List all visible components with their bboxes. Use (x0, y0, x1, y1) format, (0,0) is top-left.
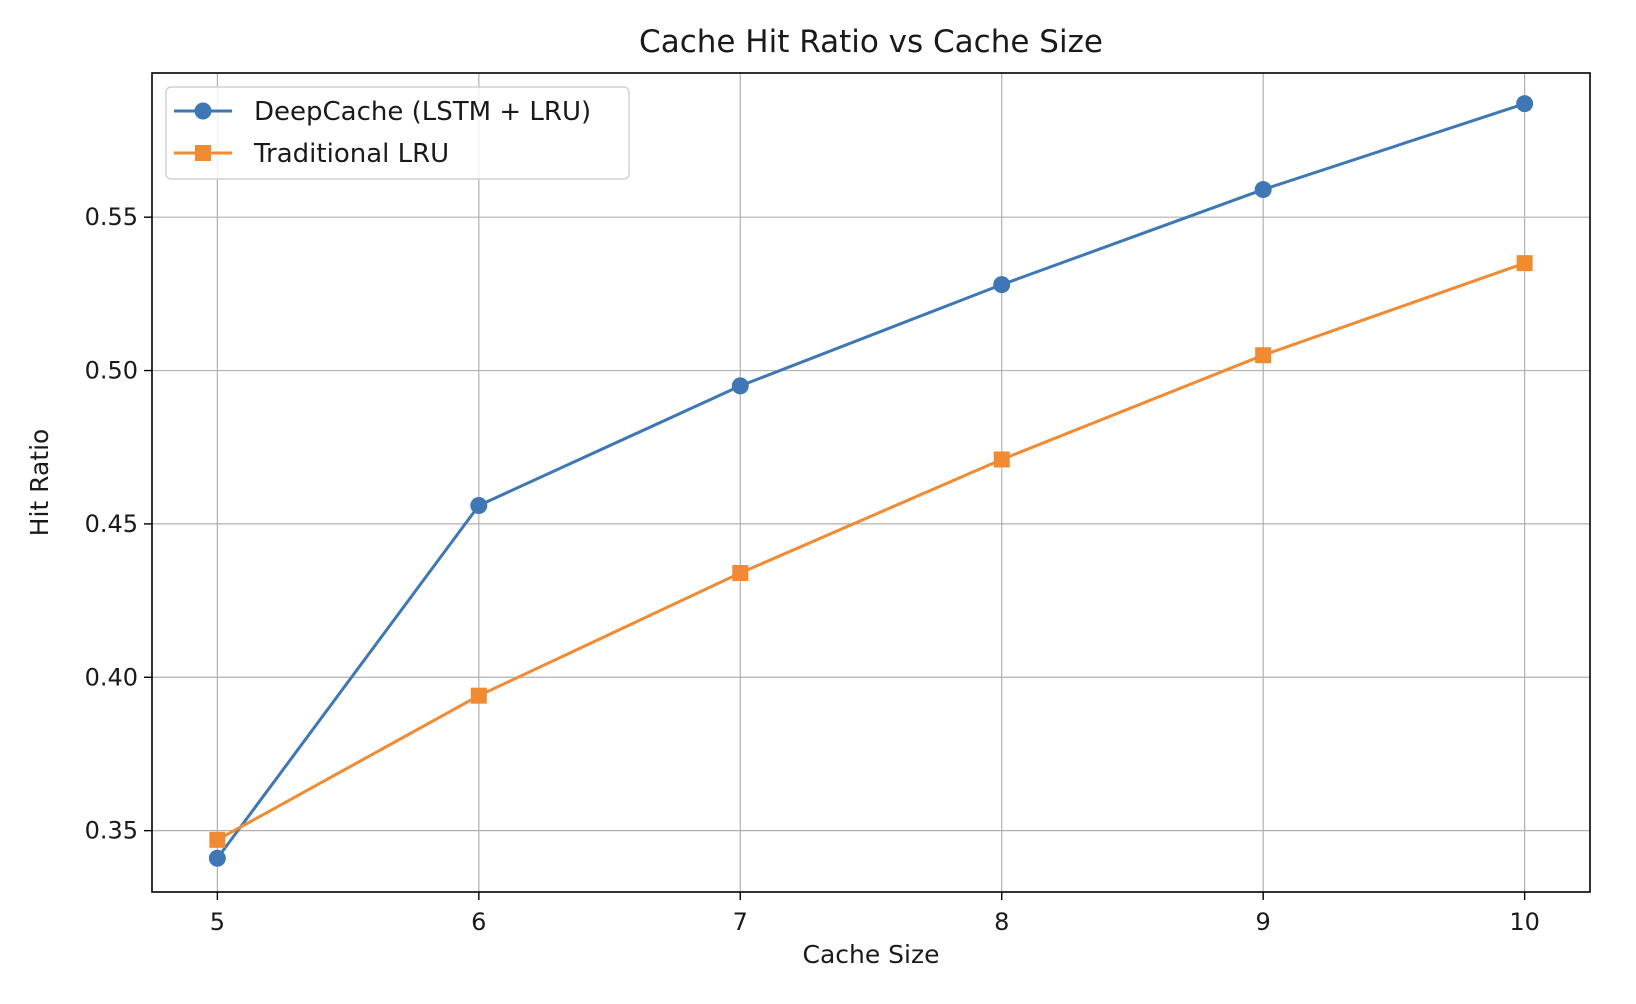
axis-ticks: 5 6 7 8 9 10 0.35 0.40 0.45 0.50 0.55 (85, 203, 1540, 936)
series-group (208, 95, 1534, 867)
data-point (1254, 181, 1272, 199)
series-line (216, 261, 1526, 842)
legend-label: DeepCache (LSTM + LRU) (254, 97, 591, 127)
x-tick-label: 7 (733, 908, 748, 936)
data-point (1516, 255, 1533, 272)
y-tick-label: 0.35 (85, 817, 138, 845)
data-point (1255, 347, 1272, 364)
grid-lines (152, 73, 1590, 892)
data-point (208, 849, 226, 867)
y-axis-label: Hit Ratio (25, 429, 54, 537)
legend-label: Traditional LRU (253, 139, 449, 169)
data-point (731, 377, 749, 395)
legend-item: Traditional LRU (174, 139, 449, 169)
chart-title: Cache Hit Ratio vs Cache Size (639, 24, 1103, 60)
y-tick-label: 0.45 (85, 510, 138, 538)
legend-marker (194, 102, 212, 120)
y-tick-label: 0.40 (85, 663, 138, 691)
x-tick-label: 9 (1256, 908, 1271, 936)
x-tick-label: 6 (471, 908, 486, 936)
data-point (993, 451, 1010, 468)
x-tick-label: 8 (994, 908, 1009, 936)
data-point (209, 831, 226, 848)
data-point (470, 497, 488, 515)
y-tick-label: 0.55 (85, 203, 138, 231)
legend-item: DeepCache (LSTM + LRU) (174, 97, 591, 127)
data-point (993, 276, 1011, 294)
data-point (470, 687, 487, 704)
series-1 (208, 95, 1534, 867)
legend-marker (195, 145, 211, 161)
plot-frame (151, 72, 1591, 893)
x-tick-label: 10 (1509, 908, 1540, 936)
x-tick-label: 5 (210, 908, 225, 936)
x-axis-label: Cache Size (802, 940, 939, 969)
y-tick-label: 0.50 (85, 357, 138, 385)
data-point (732, 564, 749, 581)
series-line (216, 102, 1526, 860)
legend-box (165, 86, 630, 180)
data-point (1516, 95, 1534, 113)
legend: DeepCache (LSTM + LRU) Traditional LRU (165, 86, 630, 180)
series-2 (209, 255, 1533, 848)
